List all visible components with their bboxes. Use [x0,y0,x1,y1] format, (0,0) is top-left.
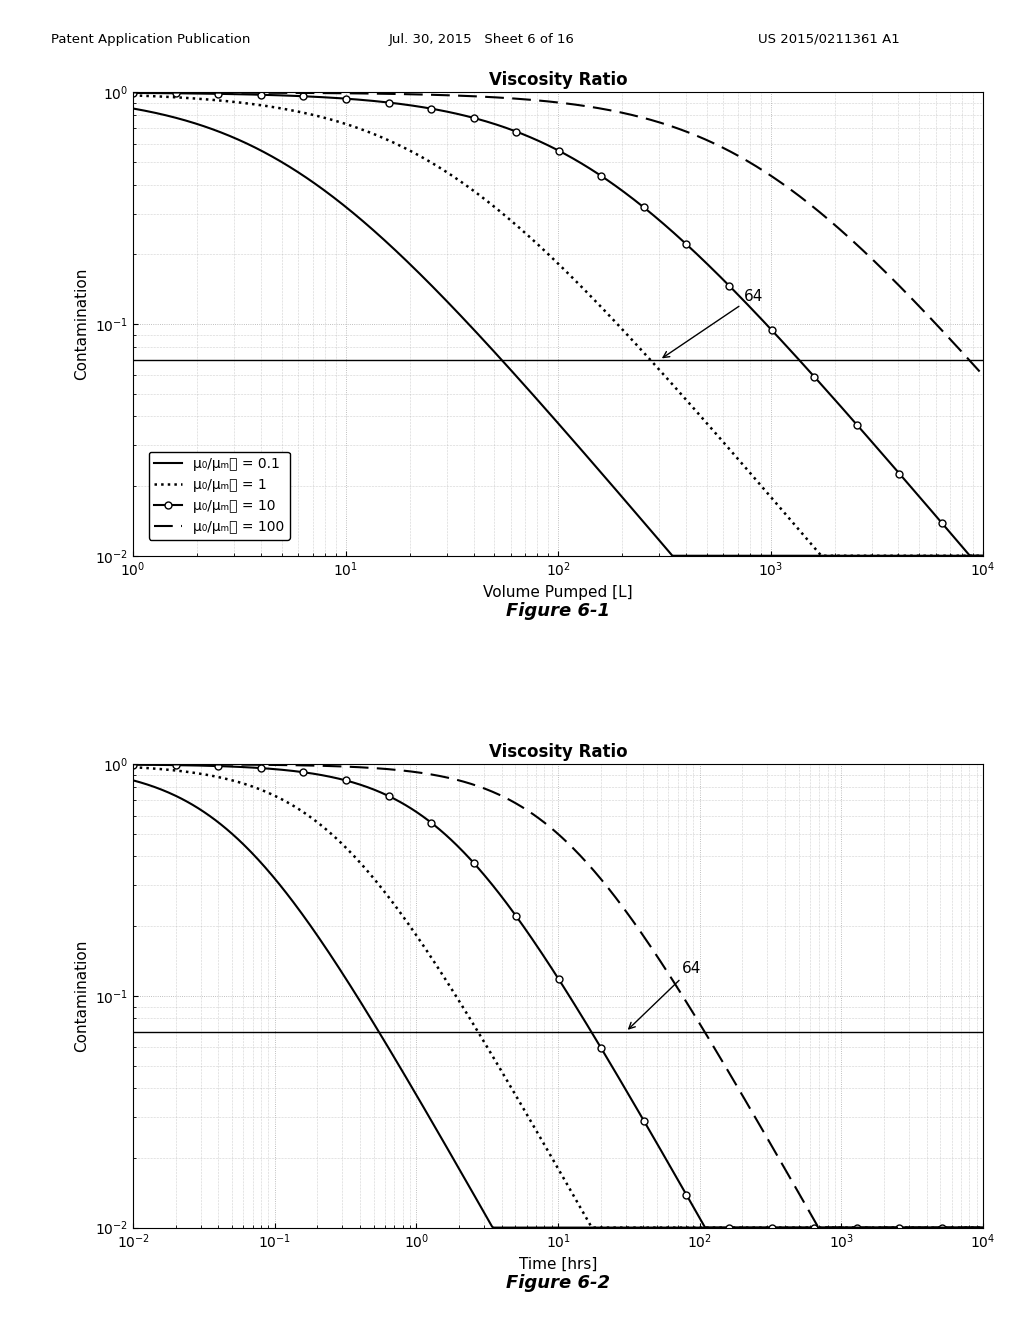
Text: Jul. 30, 2015   Sheet 6 of 16: Jul. 30, 2015 Sheet 6 of 16 [389,33,575,46]
Y-axis label: Contamination: Contamination [75,268,89,380]
X-axis label: Volume Pumped [L]: Volume Pumped [L] [483,585,633,599]
Text: Patent Application Publication: Patent Application Publication [51,33,251,46]
Title: Viscosity Ratio: Viscosity Ratio [488,743,628,762]
Legend: μ₀/μₘ⁦ = 0.1, μ₀/μₘ⁦ = 1, μ₀/μₘ⁦ = 10, μ₀/μₘ⁦ = 100: μ₀/μₘ⁦ = 0.1, μ₀/μₘ⁦ = 1, μ₀/μₘ⁦ = 10, μ… [148,451,290,540]
Title: Viscosity Ratio: Viscosity Ratio [488,71,628,90]
Text: 64: 64 [629,961,701,1028]
Text: US 2015/0211361 A1: US 2015/0211361 A1 [758,33,899,46]
X-axis label: Time [hrs]: Time [hrs] [519,1257,597,1271]
Text: 64: 64 [664,289,763,358]
Y-axis label: Contamination: Contamination [75,940,89,1052]
Text: Figure 6-2: Figure 6-2 [506,1274,610,1292]
Text: Figure 6-1: Figure 6-1 [506,602,610,620]
